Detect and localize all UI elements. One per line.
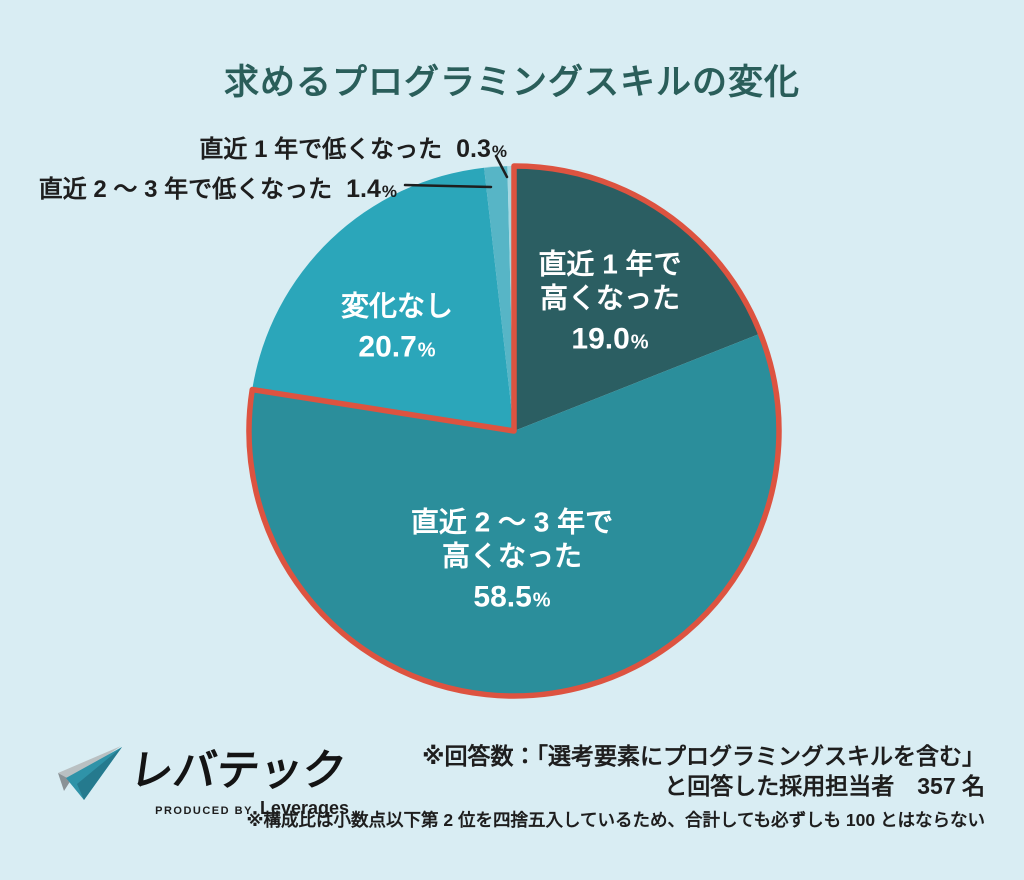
produced-by-label: PRODUCED BY: [155, 805, 253, 817]
footnote-rounding: ※構成比は小数点以下第 2 位を四捨五入しているため、合計しても必ずしも 100…: [246, 809, 985, 830]
pie-slice-3: [484, 166, 514, 431]
callout-percent-sign: %: [491, 142, 507, 161]
slice-value: 19.0%: [571, 322, 649, 356]
callout-label-3: 直近 2 ～ 3 年で低くなった 1.4%: [39, 169, 397, 204]
callout-name: 直近 1 年で低くなった: [199, 136, 443, 163]
footnote-respondents-line2: と回答した採用担当者 357 名: [664, 773, 985, 800]
pie-slice-2: [252, 167, 514, 431]
slice-name-line: 変化なし: [340, 290, 454, 322]
slice-name-line: 高くなった: [539, 282, 681, 314]
callout-label-4: 直近 1 年で低くなった 0.3%: [199, 129, 507, 164]
slice-label-0: 直近 1 年で 高くなった 19.0%: [538, 247, 681, 356]
footnotes: ※回答数：「選考要素にプログラミングスキルを含む」 と回答した採用担当者 357…: [247, 741, 985, 832]
footnote-respondents-line1: ※回答数：「選考要素にプログラミングスキルを含む」: [422, 743, 985, 769]
pie-slice-1: [248, 333, 779, 696]
highlight-outline: [246, 163, 782, 699]
leader-line-1-4pct: [403, 183, 493, 189]
pie-slice-0: [514, 166, 761, 431]
produced-by-row: PRODUCED BY Leverages: [131, 798, 349, 819]
slice-name-line: 直近 1 年で: [538, 248, 682, 280]
logo: レバテック PRODUCED BY Leverages: [55, 736, 375, 828]
chart-title: 求めるプログラミングスキルの変化: [223, 63, 800, 102]
slice-value: 20.7%: [358, 330, 436, 364]
slice-label-2: 変化なし 20.7%: [341, 289, 453, 364]
slice-name-line: 高くなった: [441, 540, 583, 572]
company-name: Leverages: [259, 798, 349, 818]
callout-percent-sign: %: [381, 182, 397, 201]
callout-value: 1.4: [346, 175, 381, 203]
slice-name-line: 直近 2 ～ 3 年で: [410, 506, 614, 538]
slice-label-1: 直近 2 ～ 3 年で 高くなった 58.5%: [411, 505, 613, 614]
callout-name: 直近 2 ～ 3 年で低くなった: [38, 176, 333, 203]
callout-value: 0.3: [456, 135, 491, 163]
slice-value: 58.5%: [473, 580, 551, 614]
leader-line-0-3pct: [494, 154, 509, 179]
logo-checkmark-icon: [58, 746, 122, 800]
